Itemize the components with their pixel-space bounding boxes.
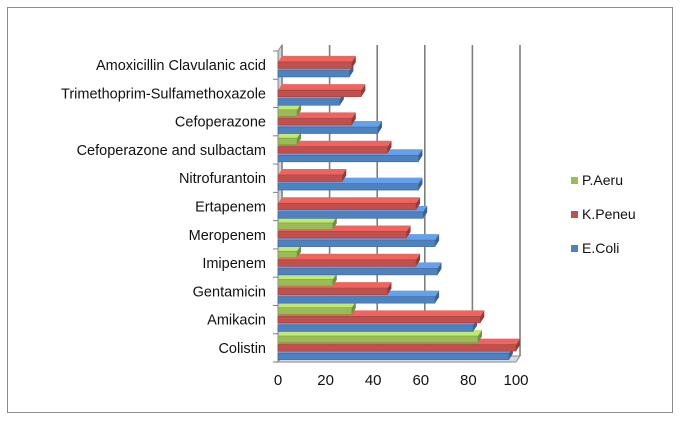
bar bbox=[277, 103, 302, 117]
legend-swatch bbox=[571, 177, 578, 184]
category-label: Ertapenem bbox=[195, 200, 266, 216]
bar bbox=[277, 168, 347, 182]
bar bbox=[277, 132, 302, 145]
bar bbox=[277, 273, 337, 287]
x-tick-label: 20 bbox=[317, 372, 334, 389]
bar bbox=[277, 84, 366, 97]
category-label: Nitrofurantoin bbox=[179, 171, 266, 187]
legend: P.Aeru K.Peneu E.Coli bbox=[571, 172, 636, 256]
category-label: Trimethoprim-Sulfamethoxazole bbox=[61, 86, 266, 102]
legend-swatch bbox=[571, 211, 578, 218]
x-tick-label: 100 bbox=[503, 372, 528, 389]
bar bbox=[277, 197, 421, 211]
legend-label: P.Aeru bbox=[582, 172, 623, 188]
category-label: Gentamicin bbox=[193, 284, 266, 300]
legend-item: P.Aeru bbox=[571, 172, 623, 188]
legend-item: E.Coli bbox=[571, 240, 619, 256]
category-label: Cefoperazone bbox=[175, 115, 266, 131]
bar bbox=[277, 216, 337, 230]
x-tick-label: 60 bbox=[412, 372, 429, 389]
legend-label: E.Coli bbox=[582, 240, 619, 256]
legend-swatch bbox=[571, 245, 578, 252]
x-tick-label: 0 bbox=[274, 372, 282, 389]
category-label: Amikacin bbox=[207, 313, 266, 329]
bar bbox=[277, 301, 356, 315]
category-label: Cefoperazone and sulbactam bbox=[77, 143, 266, 159]
category-label: Imipenem bbox=[202, 256, 266, 272]
bar bbox=[277, 330, 482, 343]
category-label: Meropenem bbox=[189, 228, 266, 244]
bar bbox=[277, 253, 421, 267]
bar bbox=[277, 55, 356, 69]
x-tick-label: 80 bbox=[460, 372, 477, 389]
legend-item: K.Peneu bbox=[571, 206, 636, 222]
x-tick-label: 40 bbox=[365, 372, 382, 389]
category-label: Amoxicillin Clavulanic acid bbox=[96, 58, 266, 74]
bar-chart: Colistin Amikacin Gentamicin Imipenem Merope… bbox=[61, 43, 636, 389]
plot-area: Colistin Amikacin Gentamicin Imipenem Merope… bbox=[61, 43, 529, 389]
bar bbox=[277, 140, 392, 154]
legend-label: K.Peneu bbox=[582, 206, 636, 222]
chart-frame: Colistin Amikacin Gentamicin Imipenem Merope… bbox=[7, 7, 673, 413]
category-label: Colistin bbox=[218, 341, 266, 357]
bar bbox=[277, 245, 302, 258]
